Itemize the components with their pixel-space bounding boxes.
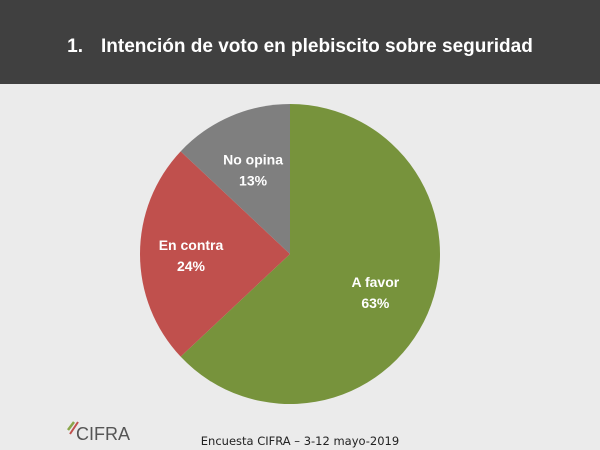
logo-text: CIFRA <box>76 424 130 444</box>
slice-label: En contra <box>159 237 224 253</box>
pie-slice-no-opina <box>180 104 290 254</box>
pie-slice-a-favor <box>180 104 441 404</box>
pie-slice-en-contra <box>140 151 290 357</box>
slice-label: A favor <box>351 274 399 290</box>
cifra-logo: CIFRA <box>64 418 130 448</box>
chart-title: 1. Intención de voto en plebiscito sobre … <box>0 36 600 58</box>
logo-mark <box>67 421 79 435</box>
slice-label: No opina <box>223 152 283 168</box>
slice-value: 13% <box>239 173 268 189</box>
title-bar: 1. Intención de voto en plebiscito sobre … <box>0 0 600 84</box>
source-note: Encuesta CIFRA – 3-12 mayo-2019 <box>200 434 400 448</box>
title-text: Intención de voto en plebiscito sobre se… <box>101 36 533 57</box>
slice-value: 24% <box>177 258 206 274</box>
slice-value: 63% <box>361 295 390 311</box>
title-number: 1. <box>67 36 84 57</box>
